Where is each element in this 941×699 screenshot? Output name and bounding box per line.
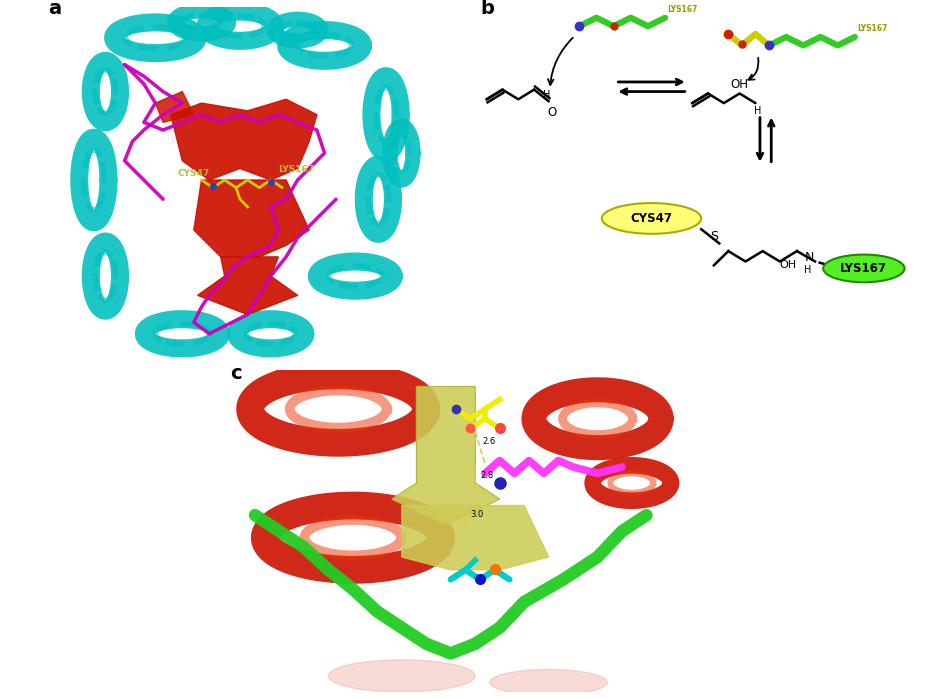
Text: LYS167: LYS167 [840,262,887,275]
Polygon shape [490,670,607,696]
Text: N: N [805,251,814,264]
Polygon shape [392,387,500,525]
Text: a: a [48,0,61,18]
Polygon shape [328,660,475,692]
Polygon shape [155,92,194,122]
Text: H: H [805,266,811,275]
Text: OH: OH [780,260,797,270]
Text: OH: OH [730,78,749,91]
Polygon shape [198,257,297,315]
Text: LYS167: LYS167 [857,24,887,34]
Text: c: c [231,364,242,383]
Text: H: H [543,89,550,100]
Text: LYS167: LYS167 [667,5,697,14]
Text: CYS47: CYS47 [178,169,210,178]
Ellipse shape [602,203,701,233]
Polygon shape [402,505,549,570]
Text: 3.0: 3.0 [470,510,484,519]
Text: O: O [548,106,557,119]
Text: S: S [710,231,718,243]
Text: 2.8: 2.8 [480,471,493,480]
Ellipse shape [823,254,904,282]
Polygon shape [170,99,317,180]
Polygon shape [194,180,310,257]
Text: b: b [480,0,494,18]
Text: H: H [754,106,761,116]
Text: 2.6: 2.6 [483,438,496,447]
Text: LYS167: LYS167 [279,165,314,174]
Text: CYS47: CYS47 [630,212,673,225]
